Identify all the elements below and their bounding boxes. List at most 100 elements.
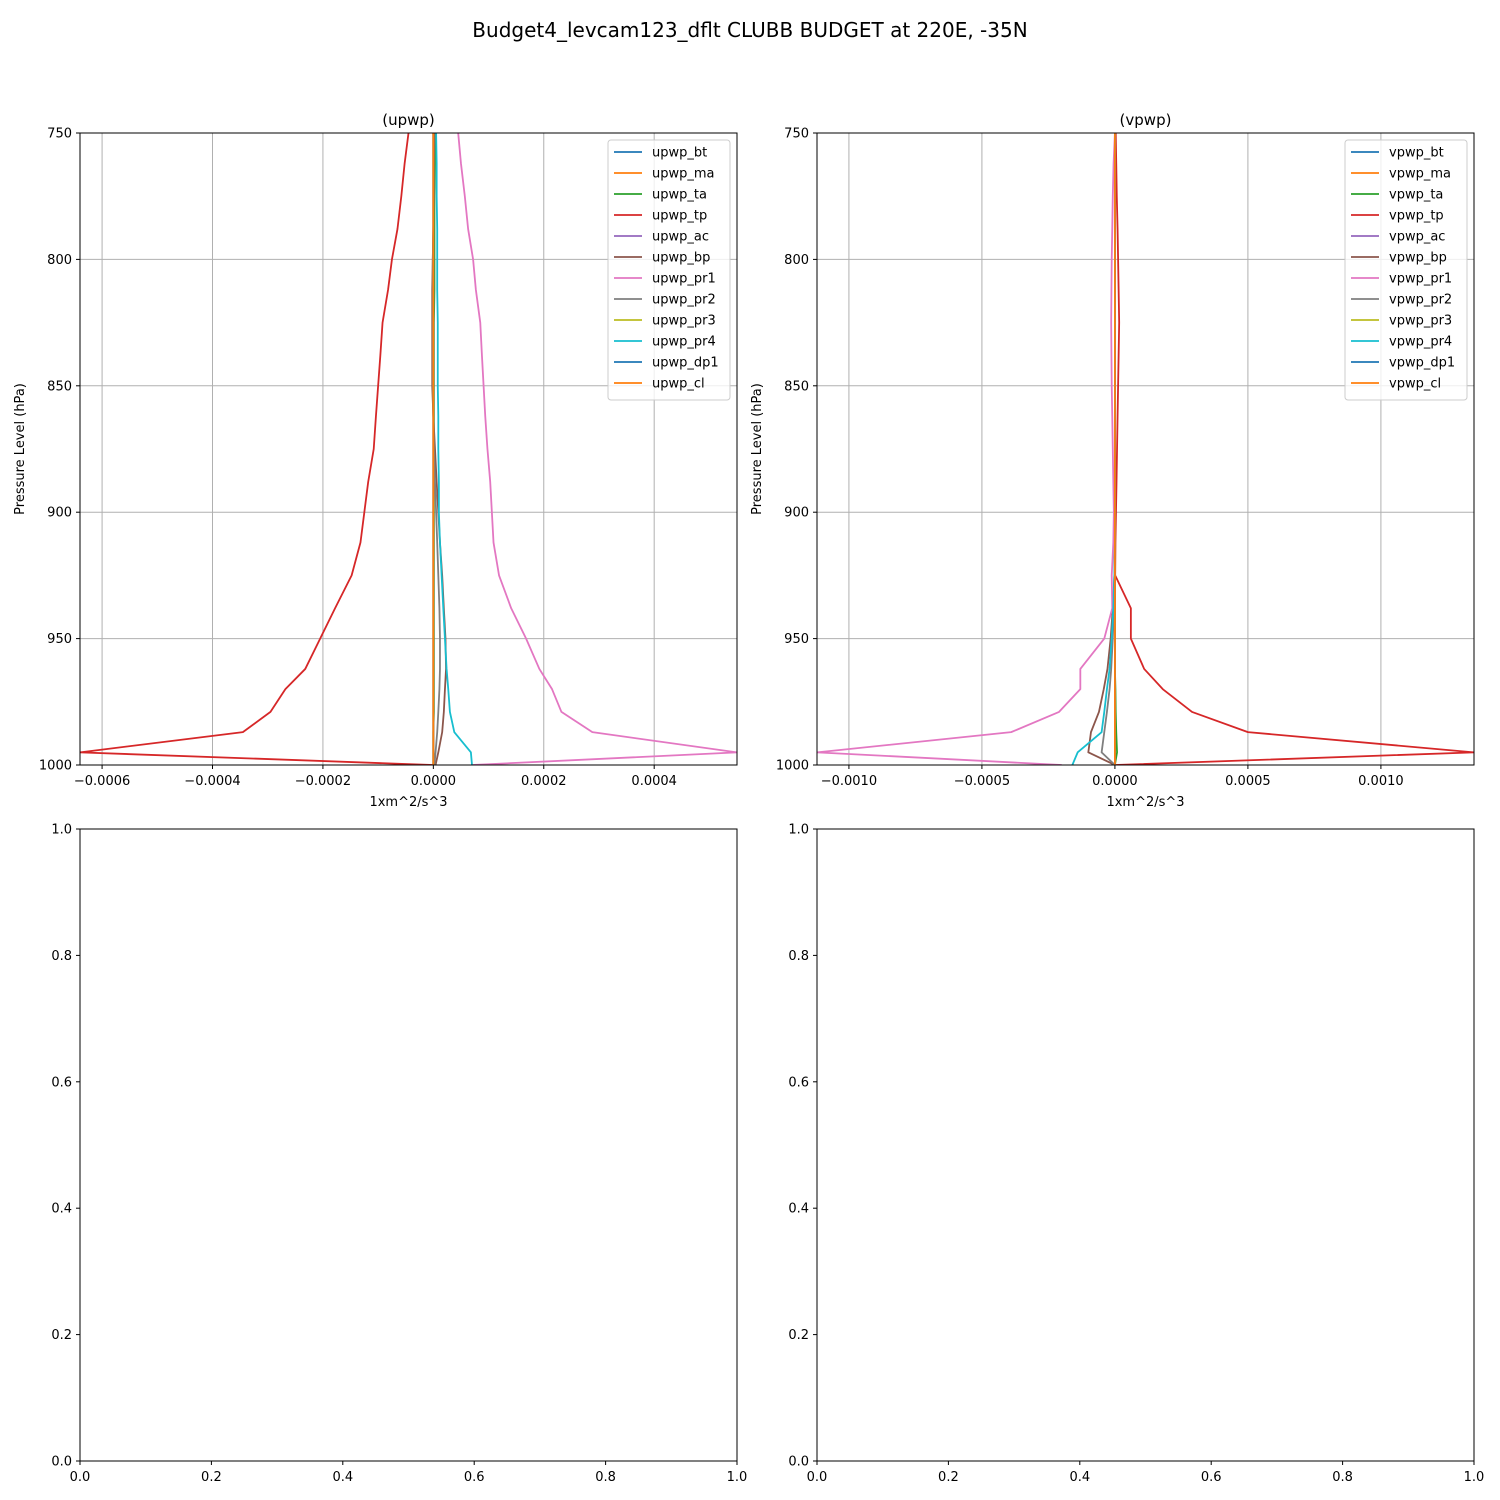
legend-label: upwp_ta: [652, 188, 707, 203]
y-tick-label: 0.0: [788, 1455, 809, 1470]
x-tick-label: 0.4: [332, 1470, 353, 1485]
series-line-upwp_pr1: [457, 133, 737, 765]
x-tick-label: 0.0: [807, 1470, 828, 1485]
y-tick-label: 950: [784, 632, 809, 647]
legend-label: upwp_bt: [652, 146, 707, 161]
x-axis-label: 1xm^2/s^3: [1106, 795, 1184, 810]
legend-label: upwp_cl: [652, 377, 705, 392]
x-tick-label: −0.0010: [821, 774, 877, 789]
subplot-1: −0.0006 −0.0004 −0.0002 0.0000 0.0002 0.0004 7…: [13, 111, 738, 810]
y-tick-label: 0.8: [51, 949, 72, 964]
y-tick-label: 0.8: [788, 949, 809, 964]
y-tick-label: 950: [47, 632, 72, 647]
legend-label: vpwp_bt: [1389, 146, 1444, 161]
x-tick-label: −0.0002: [295, 774, 351, 789]
x-tick-label: −0.0005: [954, 774, 1010, 789]
series-line-vpwp_tp: [1114, 133, 1474, 765]
x-tick-label: 0.0000: [1092, 774, 1138, 789]
series-line-upwp_pr4: [435, 133, 473, 765]
legend-label: upwp_bp: [652, 251, 710, 266]
legend-label: upwp_pr2: [652, 293, 716, 308]
y-tick-label: 850: [47, 379, 72, 394]
y-tick-label: 800: [47, 253, 72, 268]
legend: vpwp_bt vpwp_ma vpwp_ta vpwp_tp vpwp_ac vpwp_…: [1344, 139, 1468, 401]
series-line-vpwp_pr4: [1071, 133, 1116, 765]
axes-frame: [816, 828, 1475, 1462]
x-tick-label: 0.2: [938, 1470, 959, 1485]
x-tick-label: 0.4: [1069, 1470, 1090, 1485]
legend-label: vpwp_dp1: [1389, 356, 1455, 371]
y-tick-label: 0.0: [51, 1455, 72, 1470]
legend-box: [607, 139, 731, 401]
legend-label: upwp_pr1: [652, 272, 716, 287]
x-tick-label: 0.2: [201, 1470, 222, 1485]
y-tick-label: 900: [784, 506, 809, 521]
legend-label: vpwp_pr4: [1389, 335, 1452, 350]
subplot-title: (upwp): [382, 111, 435, 129]
legend-label: vpwp_pr2: [1389, 293, 1452, 308]
axes-frame: [79, 828, 738, 1462]
x-tick-label: 0.0010: [1358, 774, 1404, 789]
legend-label: vpwp_pr3: [1389, 314, 1452, 329]
x-tick-label: 0.0002: [521, 774, 567, 789]
y-tick-label: 0.6: [51, 1075, 72, 1090]
y-axis-label: Pressure Level (hPa): [13, 383, 28, 515]
legend-label: upwp_ac: [652, 230, 709, 245]
legend-box: [1344, 139, 1468, 401]
x-tick-label: 0.0005: [1225, 774, 1271, 789]
axes-frame: [816, 132, 1475, 766]
y-tick-label: 900: [47, 506, 72, 521]
x-tick-label: 0.6: [464, 1470, 485, 1485]
x-tick-label: 1.0: [727, 1470, 748, 1485]
legend-label: upwp_pr3: [652, 314, 716, 329]
subplot-2: −0.0010 −0.0005 0.0000 0.0005 0.0010 750 800 85…: [750, 111, 1475, 810]
x-tick-label: 1.0: [1464, 1470, 1485, 1485]
y-tick-label: 850: [784, 379, 809, 394]
subplot-4: 0.0 0.2 0.4 0.6 0.8 1.0 0.0 0.2 0.4 0.6 0.8 1.0: [788, 823, 1484, 1486]
subplot-3: 0.0 0.2 0.4 0.6 0.8 1.0 0.0 0.2 0.4 0.6 0.8 1.0: [51, 823, 747, 1486]
legend-label: upwp_pr4: [652, 335, 716, 350]
y-tick-label: 0.6: [788, 1075, 809, 1090]
series-group: [80, 133, 737, 765]
legend-label: vpwp_tp: [1389, 209, 1444, 224]
x-tick-label: 0.0: [70, 1470, 91, 1485]
x-tick-label: 0.0004: [631, 774, 677, 789]
y-tick-label: 750: [47, 127, 72, 142]
y-tick-label: 750: [784, 127, 809, 142]
legend-label: vpwp_ta: [1389, 188, 1443, 203]
series-group: [817, 133, 1474, 765]
y-tick-label: 1000: [776, 759, 809, 774]
y-axis-label: Pressure Level (hPa): [750, 383, 765, 515]
y-tick-label: 0.4: [788, 1202, 809, 1217]
axes-frame: [79, 132, 738, 766]
series-line-vpwp_pr1: [817, 133, 1116, 765]
subplot-title: (vpwp): [1120, 111, 1172, 129]
subplots: −0.0006 −0.0004 −0.0002 0.0000 0.0002 0.0004 7…: [13, 111, 1484, 1485]
x-tick-label: −0.0004: [184, 774, 240, 789]
legend-label: vpwp_cl: [1389, 377, 1441, 392]
y-tick-label: 0.4: [51, 1202, 72, 1217]
legend-label: vpwp_ma: [1389, 167, 1451, 182]
x-tick-label: −0.0006: [74, 774, 130, 789]
series-line-upwp_tp: [80, 133, 434, 765]
y-tick-label: 1.0: [51, 823, 72, 838]
y-tick-label: 1.0: [788, 823, 809, 838]
legend-label: upwp_tp: [652, 209, 707, 224]
x-tick-label: 0.8: [595, 1470, 616, 1485]
y-tick-label: 800: [784, 253, 809, 268]
x-axis-label: 1xm^2/s^3: [369, 795, 447, 810]
legend-label: vpwp_pr1: [1389, 272, 1452, 287]
legend: upwp_bt upwp_ma upwp_ta upwp_tp upwp_ac upwp_…: [607, 139, 731, 401]
legend-label: vpwp_ac: [1389, 230, 1445, 245]
legend-label: upwp_dp1: [652, 356, 719, 371]
legend-label: vpwp_bp: [1389, 251, 1447, 266]
legend-label: upwp_ma: [652, 167, 715, 182]
y-tick-label: 0.2: [788, 1328, 809, 1343]
x-tick-label: 0.6: [1201, 1470, 1222, 1485]
figure-title: Budget4_levcam123_dflt CLUBB BUDGET at 2…: [472, 18, 1027, 42]
y-tick-label: 0.2: [51, 1328, 72, 1343]
x-tick-label: 0.0000: [411, 774, 457, 789]
x-tick-label: 0.8: [1332, 1470, 1353, 1485]
y-tick-label: 1000: [39, 759, 72, 774]
